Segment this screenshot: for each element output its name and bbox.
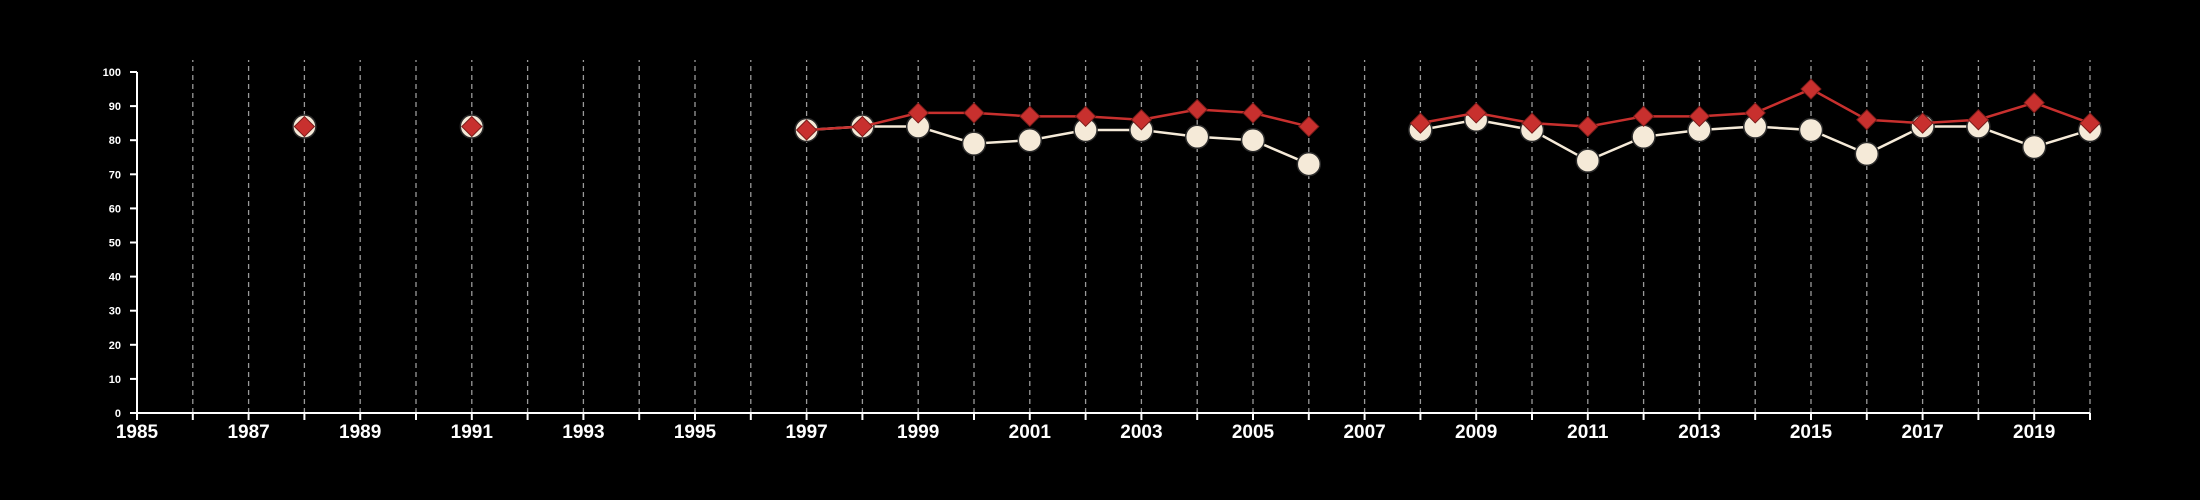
diamond-marker-1999	[907, 102, 929, 124]
y-tick-label-50: 50	[109, 238, 121, 250]
diamond-marker-1988	[293, 115, 316, 138]
series-layer	[292, 78, 2103, 177]
x-tick-label-2001: 2001	[1009, 422, 1052, 443]
series-2	[293, 78, 2101, 141]
y-tick-label-0: 0	[115, 408, 121, 420]
series-2-line-1	[806, 108, 1310, 132]
x-tick-label-1985: 1985	[116, 422, 159, 443]
diamond-marker-2019	[2023, 91, 2045, 114]
axis-layer: 1985 1987 1989 1991 1993 1995 1997 1999 2001 2003…	[103, 67, 2091, 443]
circle-marker-2001	[1017, 127, 1043, 153]
diamond-marker-2012	[1632, 105, 1655, 128]
circle-marker-2015	[1798, 117, 1824, 143]
x-tick-label-2011: 2011	[1567, 422, 1609, 443]
y-tick-label-20: 20	[109, 340, 121, 352]
y-tick-label-100: 100	[103, 67, 121, 79]
diamond-marker-2014	[1744, 102, 1766, 124]
circle-marker-2012	[1631, 124, 1656, 150]
diamond-marker-1997	[795, 119, 818, 141]
y-tick-label-10: 10	[109, 374, 121, 386]
diamond-marker-2002	[1074, 105, 1097, 128]
circle-marker-2011	[1575, 148, 1601, 173]
series-1-line-1	[806, 125, 1310, 166]
circle-marker-2019	[2021, 134, 2047, 160]
diamond-marker-2001	[1019, 105, 1041, 128]
x-tick-label-1997: 1997	[785, 422, 827, 443]
y-tick-label-90: 90	[109, 101, 121, 113]
y-tick-label-30: 30	[109, 306, 121, 318]
y-tick-label-80: 80	[109, 135, 121, 147]
circle-marker-2004	[1184, 124, 1210, 150]
diamond-marker-2003	[1130, 109, 1153, 131]
diamond-marker-2018	[1967, 109, 1990, 131]
x-tick-label-1995: 1995	[674, 422, 717, 443]
x-tick-label-2007: 2007	[1343, 422, 1385, 443]
circle-marker-2000	[961, 131, 987, 156]
diamond-marker-2004	[1186, 98, 1208, 121]
diamond-marker-2017	[1911, 112, 1934, 134]
diamond-marker-2008	[1409, 112, 1432, 134]
diamond-marker-2006	[1298, 115, 1320, 138]
x-tick-label-2013: 2013	[1678, 422, 1720, 443]
diamond-marker-2005	[1242, 102, 1264, 124]
x-tick-label-2015: 2015	[1790, 422, 1833, 443]
x-tick-label-1999: 1999	[897, 422, 939, 443]
diamond-marker-2010	[1521, 112, 1543, 134]
diamond-marker-2016	[1856, 109, 1878, 131]
circle-marker-2006	[1296, 151, 1322, 177]
x-tick-label-1991: 1991	[451, 422, 494, 443]
circle-marker-2005	[1240, 127, 1266, 153]
diamond-marker-2011	[1577, 115, 1599, 138]
diamond-marker-2013	[1688, 105, 1711, 128]
x-tick-label-2017: 2017	[1901, 422, 1943, 443]
x-tick-label-2003: 2003	[1120, 422, 1162, 443]
diamond-marker-2000	[963, 102, 985, 124]
y-tick-label-40: 40	[109, 272, 121, 284]
x-tick-label-2005: 2005	[1232, 422, 1275, 443]
y-tick-label-70: 70	[109, 169, 121, 181]
diamond-marker-1998	[851, 115, 874, 138]
x-tick-label-1987: 1987	[227, 422, 269, 443]
x-tick-label-2009: 2009	[1455, 422, 1497, 443]
diamond-marker-2009	[1465, 102, 1487, 124]
grid-layer	[192, 60, 2091, 413]
diamond-marker-1991	[461, 115, 483, 138]
diamond-marker-2015	[1800, 78, 1822, 100]
circle-marker-2016	[1854, 141, 1880, 167]
x-tick-label-1989: 1989	[339, 422, 381, 443]
x-tick-label-2019: 2019	[2013, 422, 2055, 443]
diamond-marker-2020	[2079, 112, 2101, 134]
y-tick-label-60: 60	[109, 203, 121, 215]
x-tick-label-1993: 1993	[562, 422, 604, 443]
